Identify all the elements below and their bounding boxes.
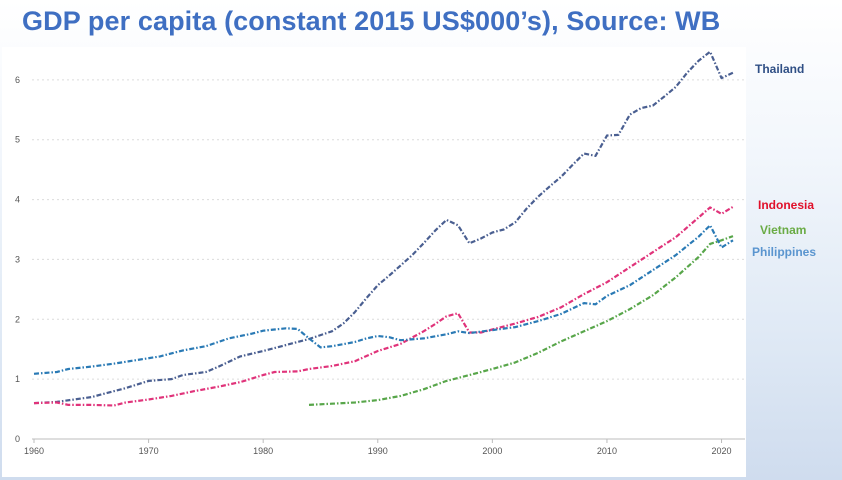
x-tick-label-1980: 1980 [253,446,273,456]
legend-label-indonesia: Indonesia [758,198,815,212]
y-tick-label-4: 4 [15,195,20,205]
y-tick-label-2: 2 [15,314,20,324]
series-line-vietnam [308,235,734,406]
page-title: GDP per capita (constant 2015 US$000’s),… [22,6,721,36]
x-tick-label-2010: 2010 [597,446,617,456]
series-line-philippines [33,224,734,375]
legend-label-vietnam: Vietnam [760,223,807,237]
y-tick-label-3: 3 [15,254,20,264]
legend-label-philippines: Philippines [752,245,817,259]
y-tick-label-0: 0 [15,434,20,444]
x-tick-label-2000: 2000 [482,446,502,456]
legend-label-thailand: Thailand [755,62,805,76]
y-tick-label-5: 5 [15,135,20,145]
y-tick-label-6: 6 [15,75,20,85]
x-tick-label-1970: 1970 [139,446,159,456]
series-lines [33,50,734,407]
series-line-indonesia [33,205,734,407]
y-tick-label-1: 1 [15,374,20,384]
x-tick-label-1990: 1990 [368,446,388,456]
x-tick-label-1960: 1960 [24,446,44,456]
plot-panel [2,47,746,477]
axes: 0 1 2 3 4 5 6 1960 1970 1980 1990 2000 2010 2020 [15,75,745,456]
x-tick-label-2020: 2020 [712,446,732,456]
grid-lines [32,79,745,380]
series-line-thailand [33,50,734,405]
